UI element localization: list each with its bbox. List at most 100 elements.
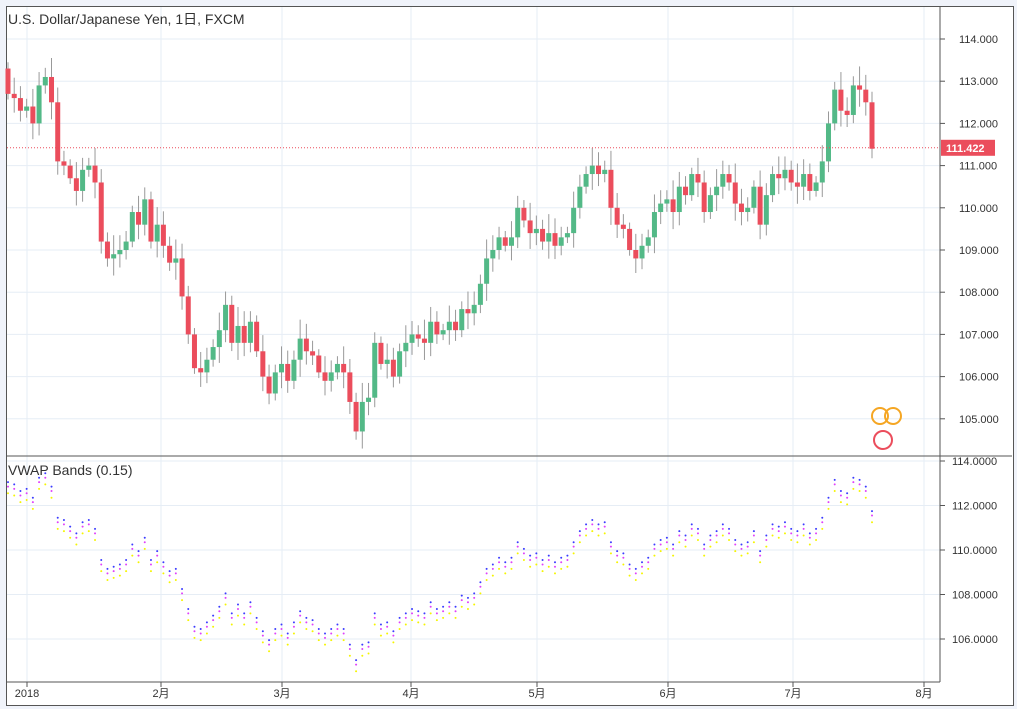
vwap-mid-mark xyxy=(379,627,382,630)
vwap-lower-mark xyxy=(833,490,836,493)
vwap-upper-mark xyxy=(143,536,146,539)
vwap-mid-mark xyxy=(131,547,134,550)
vwap-mid-mark xyxy=(50,490,53,493)
vwap-upper-mark xyxy=(125,559,128,562)
candle-body xyxy=(484,258,490,284)
vwap-upper-mark xyxy=(448,601,451,604)
vwap-mid-mark xyxy=(181,592,184,595)
vwap-upper-mark xyxy=(597,523,600,526)
vwap-upper-mark xyxy=(622,552,625,555)
vwap-upper-mark xyxy=(510,556,513,559)
vwap-mid-mark xyxy=(212,619,215,622)
candle-body xyxy=(86,165,92,170)
vwap-mid-mark xyxy=(355,663,358,666)
vwap-mid-mark xyxy=(466,601,469,604)
vwap-lower-mark xyxy=(522,559,525,562)
vwap-mid-mark xyxy=(616,554,619,557)
candle-body xyxy=(24,106,30,111)
vwap-upper-mark xyxy=(423,612,426,615)
price-tick-label: 111.000 xyxy=(959,161,997,173)
vwap-mid-mark xyxy=(485,572,488,575)
vwap-upper-mark xyxy=(435,607,438,610)
vwap-upper-mark xyxy=(205,621,208,624)
price-tick-label: 106.000 xyxy=(959,372,999,384)
vwap-lower-mark xyxy=(547,565,550,568)
candle-body xyxy=(676,186,682,213)
candle-body xyxy=(552,233,558,246)
candle-body xyxy=(347,372,353,402)
vwap-upper-mark xyxy=(871,510,873,513)
vwap-lower-mark xyxy=(118,574,121,577)
candle-body xyxy=(695,174,701,183)
vwap-upper-mark xyxy=(162,561,165,564)
candle-body xyxy=(260,351,266,377)
candle-body xyxy=(850,85,856,115)
candle-body xyxy=(173,258,179,263)
vwap-mid-mark xyxy=(634,572,637,575)
candle-body xyxy=(869,102,875,149)
vwap-mid-mark xyxy=(174,572,177,575)
vwap-lower-mark xyxy=(131,554,134,557)
candle-body xyxy=(508,237,514,246)
price-tick-label: 109.000 xyxy=(959,245,999,257)
vwap-upper-mark xyxy=(547,554,550,557)
vwap-mid-mark xyxy=(808,536,811,539)
vwap-upper-mark xyxy=(131,543,134,546)
candle-body xyxy=(751,186,757,208)
candle-body xyxy=(247,321,253,343)
vwap-lower-mark xyxy=(553,572,556,575)
vwap-lower-mark xyxy=(112,576,115,579)
vwap-lower-mark xyxy=(261,641,264,644)
vwap-upper-mark xyxy=(317,627,320,630)
vwap-upper-mark xyxy=(740,543,743,546)
candle-body xyxy=(160,224,166,246)
candle-body xyxy=(670,199,676,213)
vwap-mid-mark xyxy=(628,567,631,570)
vwap-upper-mark xyxy=(572,541,575,544)
vwap-mid-mark xyxy=(112,570,115,573)
candle-body xyxy=(241,325,247,343)
candle-body xyxy=(303,338,309,352)
vwap-mid-mark xyxy=(62,523,65,526)
last-price-badge xyxy=(941,139,995,156)
indicator-title[interactable]: VWAP Bands (0.15) xyxy=(8,462,133,478)
candle-body xyxy=(42,76,48,86)
price-tick-label: 110.000 xyxy=(959,203,998,215)
vwap-mid-mark xyxy=(572,545,575,548)
vwap-upper-mark xyxy=(31,496,34,499)
vwap-lower-mark xyxy=(578,541,581,544)
vwap-upper-mark xyxy=(7,481,9,484)
vwap-lower-mark xyxy=(485,579,488,582)
vwap-lower-mark xyxy=(156,561,159,564)
time-tick-label: 2月 xyxy=(152,688,169,700)
candle-body xyxy=(620,224,626,229)
time-tick-label: 4月 xyxy=(402,688,419,700)
vwap-lower-mark xyxy=(236,614,239,617)
vwap-mid-mark xyxy=(734,543,737,546)
vwap-mid-mark xyxy=(529,559,532,562)
vwap-mid-mark xyxy=(411,612,414,615)
vwap-mid-mark xyxy=(846,496,849,499)
vwap-mid-mark xyxy=(603,525,606,528)
candle-body xyxy=(359,401,365,432)
vwap-lower-mark xyxy=(846,503,849,506)
price-tick-label: 112.000 xyxy=(959,118,998,130)
candle-body xyxy=(807,174,813,191)
candle-body xyxy=(738,203,744,213)
candle-body xyxy=(223,304,229,331)
vwap-lower-mark xyxy=(94,538,97,541)
candle-body xyxy=(745,207,751,213)
vwap-upper-mark xyxy=(703,543,706,546)
vwap-mid-mark xyxy=(317,632,320,635)
vwap-mid-mark xyxy=(149,563,152,566)
vwap-mid-mark xyxy=(641,565,644,568)
vwap-mid-mark xyxy=(827,501,830,504)
vwap-lower-mark xyxy=(715,541,718,544)
vwap-upper-mark xyxy=(417,610,420,613)
price-tick-label: 113.000 xyxy=(959,76,998,88)
vwap-mid-mark xyxy=(392,634,395,637)
candle-body xyxy=(453,321,459,331)
vwap-mid-mark xyxy=(815,532,818,535)
vwap-mid-mark xyxy=(852,481,855,484)
